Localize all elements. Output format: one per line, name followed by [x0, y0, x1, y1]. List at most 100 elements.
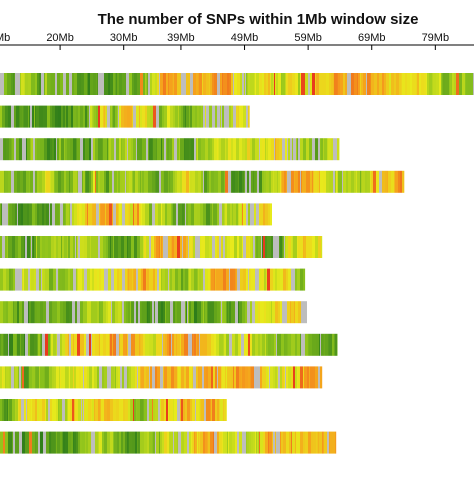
snp-window-cell	[163, 301, 165, 323]
snp-window-cell	[230, 203, 232, 225]
snp-window-cell	[43, 106, 47, 128]
snp-window-cell	[12, 203, 15, 225]
snp-window-cell	[356, 171, 357, 193]
snp-window-cell	[122, 73, 125, 95]
snp-window-cell	[117, 269, 119, 291]
snp-window-cell	[305, 432, 308, 454]
snp-window-cell	[116, 138, 119, 160]
snp-window-cell	[242, 432, 246, 454]
snp-window-cell	[155, 171, 156, 193]
snp-window-cell	[337, 334, 338, 356]
snp-window-cell	[159, 73, 160, 95]
snp-window-cell	[168, 236, 171, 258]
snp-window-cell	[0, 73, 1, 95]
snp-window-cell	[175, 269, 178, 291]
snp-window-cell	[27, 203, 29, 225]
snp-window-cell	[119, 334, 120, 356]
snp-window-cell	[329, 171, 333, 193]
snp-window-cell	[83, 106, 85, 128]
snp-window-cell	[109, 171, 112, 193]
snp-window-cell	[0, 171, 4, 193]
snp-window-cell	[212, 138, 214, 160]
snp-window-cell	[250, 236, 252, 258]
snp-window-cell	[333, 73, 334, 95]
snp-window-cell	[224, 399, 226, 421]
snp-window-cell	[258, 432, 259, 454]
snp-window-cell	[95, 171, 96, 193]
snp-window-cell	[235, 301, 238, 323]
snp-window-cell	[60, 73, 63, 95]
snp-window-cell	[189, 171, 190, 193]
snp-window-cell	[157, 138, 161, 160]
snp-window-cell	[153, 106, 156, 128]
snp-window-cell	[225, 432, 227, 454]
snp-window-cell	[210, 399, 211, 421]
snp-window-cell	[334, 334, 335, 356]
snp-window-cell	[35, 106, 36, 128]
snp-window-cell	[181, 106, 183, 128]
snp-window-cell	[87, 366, 89, 388]
snp-window-cell	[221, 301, 222, 323]
snp-window-cell	[199, 269, 201, 291]
snp-window-cell	[50, 203, 52, 225]
snp-window-cell	[292, 236, 293, 258]
snp-window-cell	[90, 269, 92, 291]
snp-window-cell	[50, 366, 52, 388]
snp-window-cell	[139, 334, 140, 356]
snp-window-cell	[161, 301, 163, 323]
snp-window-cell	[303, 432, 305, 454]
snp-window-cell	[153, 399, 155, 421]
snp-window-cell	[144, 171, 148, 193]
snp-window-cell	[78, 432, 80, 454]
snp-window-cell	[121, 432, 123, 454]
snp-window-cell	[155, 301, 158, 323]
snp-window-cell	[206, 203, 210, 225]
snp-window-cell	[200, 334, 203, 356]
snp-window-cell	[312, 334, 316, 356]
snp-window-cell	[76, 106, 78, 128]
snp-window-cell	[171, 366, 174, 388]
snp-window-cell	[222, 366, 225, 388]
snp-window-cell	[104, 366, 107, 388]
snp-window-cell	[121, 301, 122, 323]
snp-window-cell	[65, 334, 68, 356]
snp-window-cell	[167, 432, 169, 454]
snp-window-cell	[127, 236, 128, 258]
snp-window-cell	[190, 171, 192, 193]
snp-window-cell	[88, 106, 89, 128]
snp-window-cell	[125, 399, 128, 421]
snp-window-cell	[266, 138, 267, 160]
snp-window-cell	[139, 106, 140, 128]
snp-window-cell	[122, 366, 124, 388]
snp-window-cell	[8, 106, 11, 128]
snp-window-cell	[109, 203, 112, 225]
snp-window-cell	[77, 334, 80, 356]
snp-window-cell	[140, 73, 143, 95]
snp-window-cell	[255, 73, 256, 95]
snp-window-cell	[39, 366, 40, 388]
snp-window-cell	[182, 432, 184, 454]
snp-window-cell	[174, 399, 177, 421]
snp-window-cell	[337, 138, 339, 160]
snp-window-cell	[172, 334, 174, 356]
snp-window-cell	[18, 399, 19, 421]
snp-window-cell	[224, 106, 227, 128]
snp-window-cell	[64, 236, 67, 258]
snp-window-cell	[8, 171, 11, 193]
snp-window-cell	[2, 334, 3, 356]
snp-window-cell	[69, 171, 70, 193]
snp-window-cell	[244, 334, 247, 356]
snp-window-cell	[391, 73, 394, 95]
snp-window-cell	[255, 432, 256, 454]
snp-window-cell	[84, 366, 87, 388]
snp-window-cell	[113, 432, 114, 454]
snp-window-cell	[239, 236, 242, 258]
snp-window-cell	[163, 366, 164, 388]
snp-window-cell	[82, 399, 83, 421]
snp-window-cell	[170, 106, 173, 128]
snp-window-cell	[0, 269, 3, 291]
snp-window-cell	[23, 269, 24, 291]
snp-window-cell	[236, 138, 239, 160]
snp-window-cell	[282, 138, 285, 160]
snp-window-cell	[55, 171, 58, 193]
